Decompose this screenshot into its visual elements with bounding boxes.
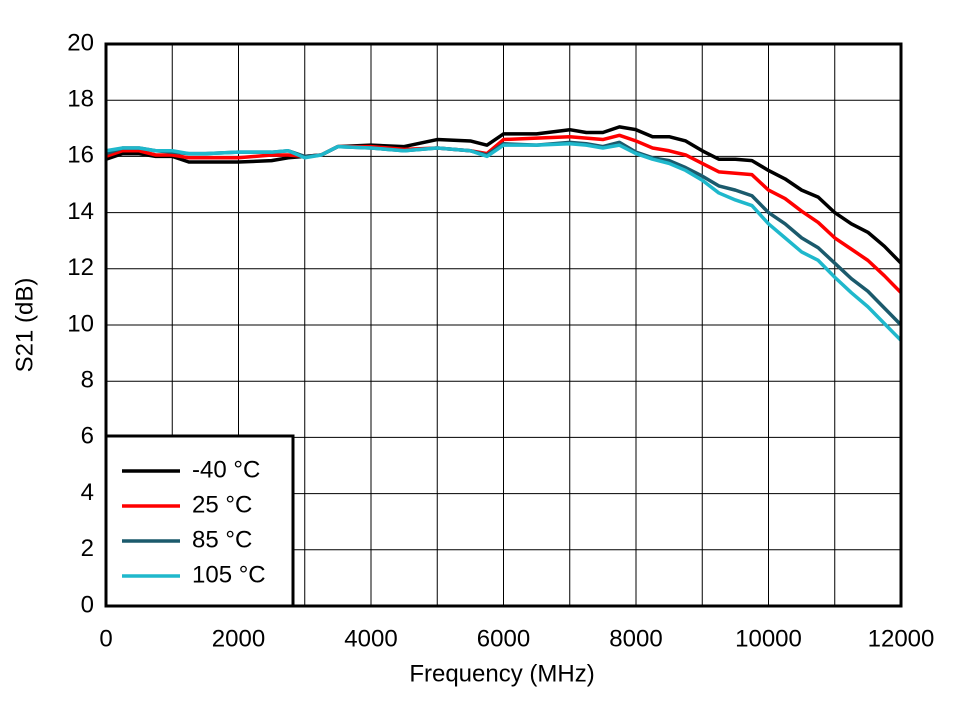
y-tick-label: 20: [67, 29, 94, 56]
legend-label: 25 °C: [192, 491, 252, 518]
y-tick-label: 10: [67, 310, 94, 337]
y-tick-label: 2: [81, 535, 94, 562]
y-tick-label: 18: [67, 86, 94, 113]
series-line: [105, 142, 903, 342]
x-axis-label: Frequency (MHz): [409, 660, 594, 687]
y-tick-label: 14: [67, 198, 94, 225]
x-tick-label: 2000: [212, 625, 265, 652]
x-tick-label: 0: [99, 625, 112, 652]
series-line: [105, 133, 903, 294]
x-tick-label: 4000: [344, 625, 397, 652]
plot-frame: [104, 42, 903, 608]
x-tick-label: 12000: [868, 625, 935, 652]
x-tick-label: 10000: [735, 625, 802, 652]
x-tick-label: 8000: [609, 625, 662, 652]
y-tick-label: 12: [67, 254, 94, 281]
x-tick-label: 6000: [477, 625, 530, 652]
y-tick-label: 6: [81, 423, 94, 450]
y-tick-label: 8: [81, 367, 94, 394]
y-axis-label: S21 (dB): [11, 278, 38, 373]
legend-label: -40 °C: [192, 456, 260, 483]
series-line: [105, 125, 903, 265]
legend-label: 105 °C: [192, 561, 266, 588]
legend-label: 85 °C: [192, 526, 252, 553]
y-tick-label: 4: [81, 479, 94, 506]
y-tick-label: 16: [67, 142, 94, 169]
y-tick-label: 0: [81, 591, 94, 618]
